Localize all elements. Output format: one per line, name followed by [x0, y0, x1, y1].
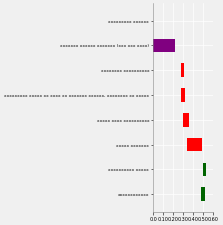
Bar	[183, 113, 189, 127]
Bar	[201, 188, 205, 201]
Bar	[203, 163, 206, 176]
Bar	[153, 39, 175, 53]
Bar	[181, 64, 184, 78]
Bar	[181, 89, 185, 102]
Bar	[187, 138, 202, 152]
